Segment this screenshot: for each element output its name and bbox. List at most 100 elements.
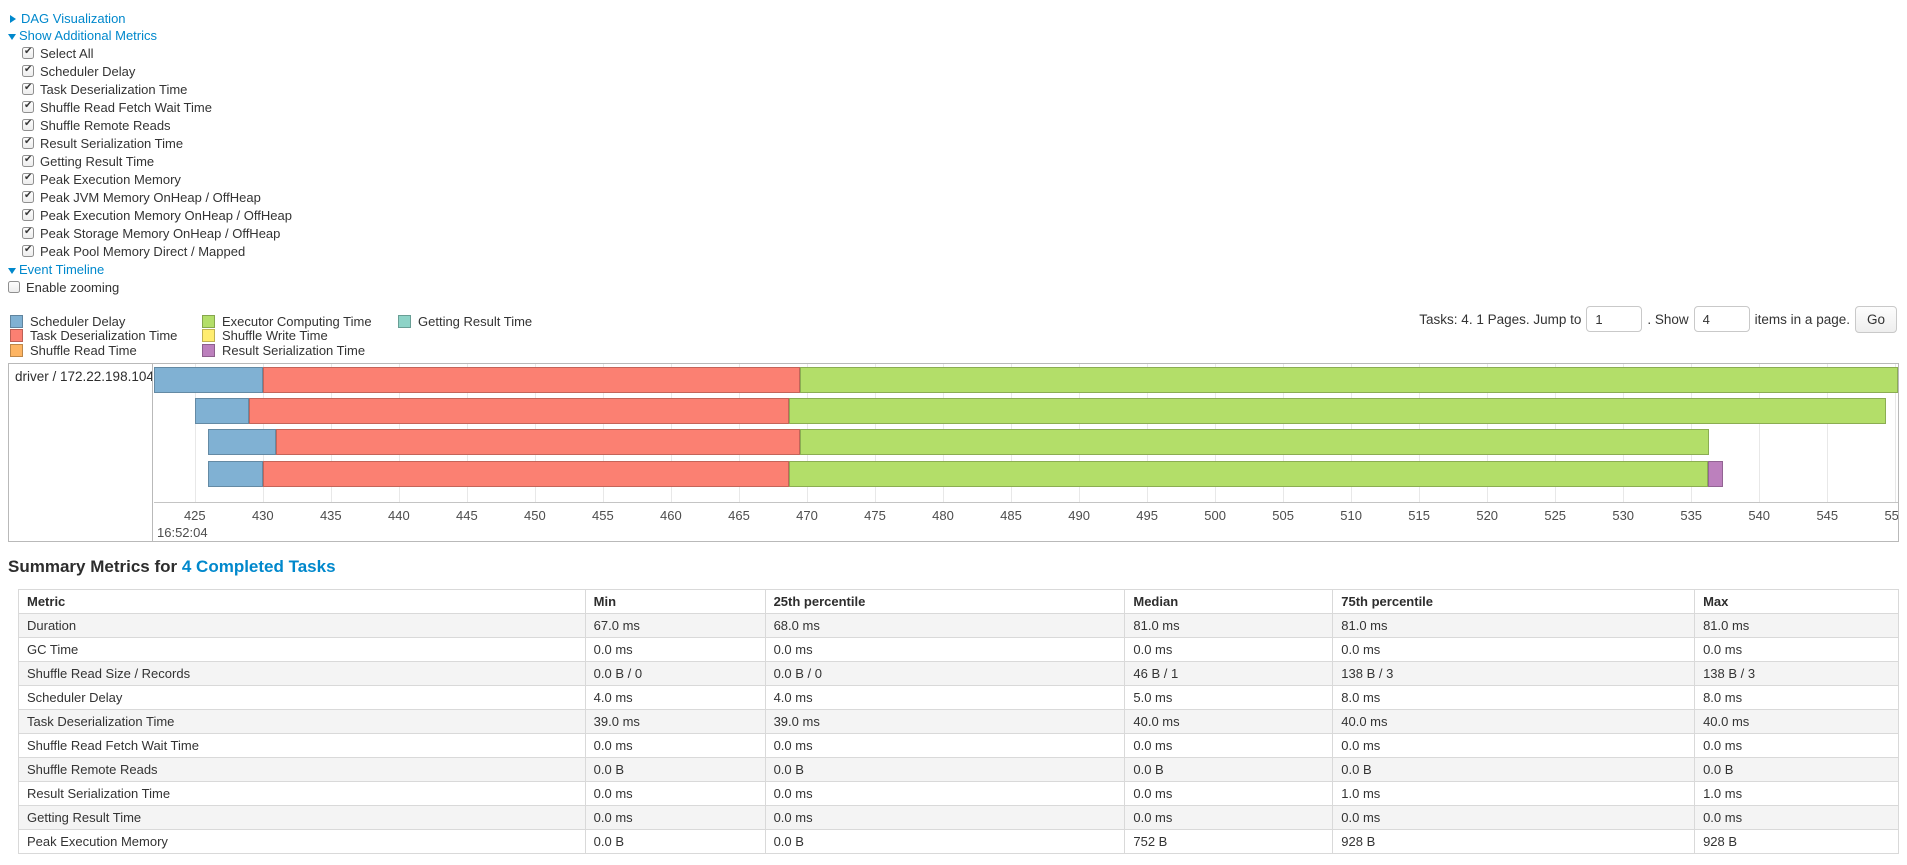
table-row: Shuffle Read Size / Records 0.0 B / 0 0.0 … bbox=[18, 661, 1899, 686]
axis-tick-label: 475 bbox=[864, 508, 886, 523]
metric-checkbox[interactable] bbox=[22, 82, 34, 95]
task-bar-segment-executor-computing[interactable] bbox=[789, 398, 1886, 424]
items-per-page-input[interactable] bbox=[1693, 306, 1750, 332]
table-header-cell: Metric bbox=[18, 589, 586, 614]
event-timeline-link[interactable]: Event Timeline bbox=[19, 262, 105, 277]
axis-tick-label: 430 bbox=[251, 508, 274, 523]
value-cell: 5.0 ms bbox=[1124, 685, 1334, 710]
enable-zooming-row[interactable]: Enable zooming bbox=[8, 278, 1907, 296]
dag-visualization-toggle[interactable]: DAG Visualization bbox=[8, 10, 1907, 27]
value-cell: 138 B / 3 bbox=[1332, 661, 1696, 686]
enable-zooming-checkbox[interactable] bbox=[8, 281, 20, 293]
metric-checkbox-row[interactable]: Peak Execution Memory bbox=[22, 170, 1907, 188]
task-bar-segment-task-deserialization[interactable] bbox=[276, 429, 801, 455]
metric-checkbox[interactable] bbox=[22, 64, 34, 77]
metric-checkbox-row[interactable]: Peak Pool Memory Direct / Mapped bbox=[22, 242, 1907, 260]
metric-checkbox[interactable] bbox=[22, 226, 34, 239]
task-bar-segment-task-deserialization[interactable] bbox=[262, 461, 790, 487]
metric-checkbox-row[interactable]: Scheduler Delay bbox=[22, 62, 1907, 80]
metric-checkbox-row[interactable]: Shuffle Remote Reads bbox=[22, 116, 1907, 134]
task-bar-segment-task-deserialization[interactable] bbox=[249, 398, 790, 424]
jump-to-page-input[interactable] bbox=[1586, 306, 1643, 332]
metric-cell: Duration bbox=[18, 613, 586, 638]
show-additional-metrics-link[interactable]: Show Additional Metrics bbox=[19, 28, 158, 43]
axis-tick-label: 530 bbox=[1612, 508, 1635, 523]
table-header-cell: 25th percentile bbox=[764, 589, 1126, 614]
task-bar-segment-scheduler-delay[interactable] bbox=[208, 461, 263, 487]
axis-tick-label: 495 bbox=[1136, 508, 1158, 523]
value-cell: 928 B bbox=[1694, 829, 1899, 854]
axis-tick-label: 485 bbox=[1000, 508, 1022, 523]
legend-swatch-icon bbox=[202, 314, 215, 328]
legend-swatch-icon bbox=[10, 314, 23, 328]
task-bar-segment-scheduler-delay[interactable] bbox=[194, 398, 250, 424]
axis-tick-label: 460 bbox=[660, 508, 682, 523]
task-bar-segment-scheduler-delay[interactable] bbox=[154, 367, 263, 393]
axis-tick-label: 545 bbox=[1816, 508, 1839, 523]
metric-checkbox[interactable] bbox=[22, 118, 34, 131]
metric-checkbox[interactable] bbox=[22, 172, 34, 185]
metric-cell: Task Deserialization Time bbox=[18, 709, 586, 734]
completed-tasks-link[interactable]: 4 Completed Tasks bbox=[181, 557, 336, 576]
metric-checkbox-row[interactable]: Task Deserialization Time bbox=[22, 80, 1907, 98]
metric-checkbox-label: Peak Execution Memory bbox=[40, 171, 181, 187]
metric-checkbox-label: Peak Execution Memory OnHeap / OffHeap bbox=[40, 207, 292, 223]
metric-checkbox-row[interactable]: Peak JVM Memory OnHeap / OffHeap bbox=[22, 188, 1907, 206]
legend-label: Result Serialization Time bbox=[222, 342, 366, 358]
task-bar-segment-executor-computing[interactable] bbox=[789, 461, 1708, 487]
metric-checkbox-row[interactable]: Getting Result Time bbox=[22, 152, 1907, 170]
legend-label: Shuffle Read Time bbox=[30, 342, 137, 358]
timeline-axis: 425 430 435 440 445 450 455 460 465 470 475 480 485 4… bbox=[154, 504, 1898, 541]
metric-checkbox-label: Task Deserialization Time bbox=[40, 81, 188, 97]
legend-item: Scheduler Delay bbox=[10, 314, 177, 329]
metric-checkbox-row[interactable]: Peak Storage Memory OnHeap / OffHeap bbox=[22, 224, 1907, 242]
stage-controls: DAG Visualization Show Additional Metric… bbox=[0, 0, 1907, 296]
metric-checkbox[interactable] bbox=[22, 154, 34, 167]
legend-swatch-icon bbox=[202, 343, 215, 357]
legend-item: Shuffle Write Time bbox=[202, 328, 372, 344]
value-cell: 81.0 ms bbox=[1124, 613, 1334, 638]
value-cell: 0.0 B / 0 bbox=[584, 661, 766, 686]
metric-checkbox[interactable] bbox=[22, 190, 34, 203]
event-timeline-toggle[interactable]: Event Timeline bbox=[8, 261, 1907, 278]
expanded-arrow-icon bbox=[8, 267, 16, 274]
legend-label: Task Deserialization Time bbox=[30, 328, 178, 344]
value-cell: 0.0 ms bbox=[764, 781, 1126, 806]
value-cell: 81.0 ms bbox=[1332, 613, 1696, 638]
metric-checkbox[interactable] bbox=[22, 46, 34, 59]
legend-column: Executor Computing Time Shuffle Write Tim… bbox=[202, 314, 372, 358]
timeline-legend-and-pagination: Scheduler Delay Task Deserialization Time… bbox=[0, 304, 1907, 358]
metric-checkbox-row[interactable]: Shuffle Read Fetch Wait Time bbox=[22, 98, 1907, 116]
go-button[interactable]: Go bbox=[1854, 305, 1897, 333]
task-bar-segment-result-serialization[interactable] bbox=[1707, 461, 1723, 487]
dag-visualization-link[interactable]: DAG Visualization bbox=[21, 11, 126, 26]
task-bar-segment-executor-computing[interactable] bbox=[800, 429, 1709, 455]
metric-checkbox[interactable] bbox=[22, 100, 34, 113]
metric-checkbox-row[interactable]: Select All bbox=[22, 44, 1907, 62]
table-header-cell: 75th percentile bbox=[1332, 589, 1696, 614]
legend-label: Shuffle Write Time bbox=[222, 328, 328, 344]
task-bar-segment-executor-computing[interactable] bbox=[800, 367, 1898, 393]
summary-metrics-title: Summary Metrics for 4 Completed Tasks bbox=[8, 557, 1907, 577]
metric-checkbox[interactable] bbox=[22, 208, 34, 221]
metric-checkbox-row[interactable]: Result Serialization Time bbox=[22, 134, 1907, 152]
task-bar-segment-task-deserialization[interactable] bbox=[262, 367, 801, 393]
executor-group-label: driver / 172.22.198.104 bbox=[15, 369, 152, 384]
metric-checkbox-list: Select All Scheduler Delay Task Deserializ… bbox=[22, 44, 1907, 260]
axis-tick-label: 450 bbox=[524, 508, 546, 523]
value-cell: 0.0 B bbox=[764, 829, 1126, 854]
show-additional-metrics-toggle[interactable]: Show Additional Metrics bbox=[8, 27, 1907, 44]
value-cell: 138 B / 3 bbox=[1694, 661, 1899, 686]
metric-checkbox[interactable] bbox=[22, 244, 34, 257]
legend-column: Getting Result Time bbox=[398, 314, 532, 329]
value-cell: 752 B bbox=[1124, 829, 1334, 854]
metric-checkbox[interactable] bbox=[22, 136, 34, 149]
value-cell: 0.0 B / 0 bbox=[764, 661, 1126, 686]
value-cell: 8.0 ms bbox=[1694, 685, 1899, 710]
table-header-cell: Max bbox=[1694, 589, 1899, 614]
legend-label: Scheduler Delay bbox=[30, 313, 126, 329]
metric-checkbox-row[interactable]: Peak Execution Memory OnHeap / OffHeap bbox=[22, 206, 1907, 224]
value-cell: 0.0 ms bbox=[764, 637, 1126, 662]
task-bar-segment-scheduler-delay[interactable] bbox=[208, 429, 277, 455]
